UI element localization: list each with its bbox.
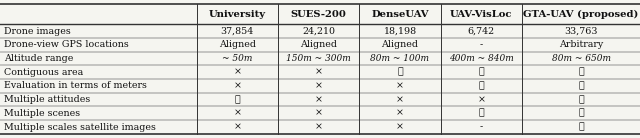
Text: 6,742: 6,742 xyxy=(468,26,495,35)
Text: DenseUAV: DenseUAV xyxy=(371,10,429,19)
Text: 80m ~ 650m: 80m ~ 650m xyxy=(552,54,611,63)
Text: ✓: ✓ xyxy=(578,123,584,132)
Text: Aligned: Aligned xyxy=(219,40,256,49)
Text: ✓: ✓ xyxy=(578,81,584,90)
Text: 33,763: 33,763 xyxy=(564,26,598,35)
Text: ×: × xyxy=(396,81,404,90)
Text: ~ 50m: ~ 50m xyxy=(222,54,253,63)
Text: ✓: ✓ xyxy=(479,109,484,118)
Text: ×: × xyxy=(396,109,404,118)
Text: ×: × xyxy=(315,109,323,118)
Text: 37,854: 37,854 xyxy=(221,26,254,35)
Text: 24,210: 24,210 xyxy=(302,26,335,35)
Text: 400m ~ 840m: 400m ~ 840m xyxy=(449,54,514,63)
Text: 18,198: 18,198 xyxy=(383,26,417,35)
Text: ×: × xyxy=(315,68,323,77)
Text: 80m ~ 100m: 80m ~ 100m xyxy=(371,54,429,63)
Text: GTA-UAV (proposed): GTA-UAV (proposed) xyxy=(524,10,639,19)
Text: ×: × xyxy=(396,123,404,132)
Text: -: - xyxy=(480,123,483,132)
Text: 150m ~ 300m: 150m ~ 300m xyxy=(286,54,351,63)
Text: Multiple attitudes: Multiple attitudes xyxy=(4,95,90,104)
Text: ×: × xyxy=(234,109,241,118)
Text: ✓: ✓ xyxy=(479,68,484,77)
Text: Arbitrary: Arbitrary xyxy=(559,40,603,49)
Text: Altitude range: Altitude range xyxy=(4,54,73,63)
Text: ×: × xyxy=(315,81,323,90)
Text: Aligned: Aligned xyxy=(300,40,337,49)
Text: ✓: ✓ xyxy=(578,109,584,118)
Text: ×: × xyxy=(234,68,241,77)
Text: ✓: ✓ xyxy=(479,81,484,90)
Text: ✓: ✓ xyxy=(234,95,240,104)
Text: -: - xyxy=(480,40,483,49)
Text: ×: × xyxy=(396,95,404,104)
Text: ×: × xyxy=(234,81,241,90)
Text: ×: × xyxy=(315,95,323,104)
Text: University: University xyxy=(209,10,266,19)
Text: Multiple scenes: Multiple scenes xyxy=(4,109,80,118)
Text: Drone-view GPS locations: Drone-view GPS locations xyxy=(4,40,129,49)
Text: ×: × xyxy=(477,95,485,104)
Text: Evaluation in terms of meters: Evaluation in terms of meters xyxy=(4,81,147,90)
Text: Drone images: Drone images xyxy=(4,26,70,35)
Text: ✓: ✓ xyxy=(578,68,584,77)
Text: UAV-VisLoc: UAV-VisLoc xyxy=(450,10,513,19)
Text: Aligned: Aligned xyxy=(381,40,419,49)
Text: Multiple scales satellite images: Multiple scales satellite images xyxy=(4,123,156,132)
Text: ✓: ✓ xyxy=(397,68,403,77)
Text: ✓: ✓ xyxy=(578,95,584,104)
Text: ×: × xyxy=(315,123,323,132)
Text: ×: × xyxy=(234,123,241,132)
Text: SUES-200: SUES-200 xyxy=(291,10,347,19)
Text: Contiguous area: Contiguous area xyxy=(4,68,83,77)
